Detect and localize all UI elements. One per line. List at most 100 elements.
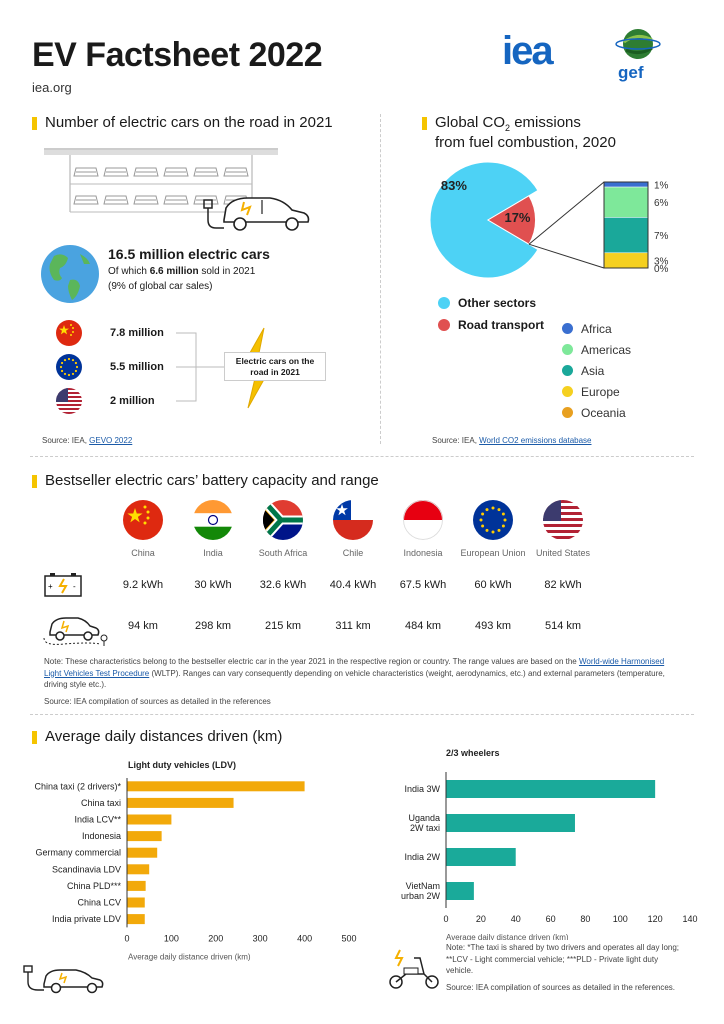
pie-slice <box>429 161 539 279</box>
co2-database-link[interactable]: World CO2 emissions database <box>479 436 592 445</box>
parked-car-icon <box>73 167 99 177</box>
parked-car-icon <box>133 195 159 205</box>
stacked-segment-label: 6% <box>654 198 669 209</box>
country-value: 2 million <box>110 395 155 407</box>
section-distance-heading: Average daily distances driven (km) <box>32 728 282 745</box>
stacked-segment <box>603 181 649 188</box>
battery-country-flags: China India South Africa Chile Indonesia… <box>108 500 598 558</box>
ev-total: 16.5 million electric cars <box>108 246 270 262</box>
co2-pie-chart: 83% 17% 1% 6% 7% 3% 0% <box>420 156 680 295</box>
parked-car-icon <box>103 195 129 205</box>
range-value: 215 km <box>264 620 302 632</box>
ev-car-icon <box>200 188 312 239</box>
eu-star <box>501 512 505 516</box>
country-south-africa: South Africa <box>248 500 318 558</box>
bar <box>127 914 145 925</box>
page-title: EV Factsheet 2022 <box>32 36 323 74</box>
category-label: India private LDV <box>52 914 121 924</box>
india-flag <box>193 500 233 540</box>
country-european-union: European Union <box>458 500 528 558</box>
scooter-icon <box>384 948 444 997</box>
bar <box>446 848 516 866</box>
x-axis-label: Average daily distance driven (km) <box>446 933 569 940</box>
pie-legend: Other sectors Road transport <box>438 296 544 332</box>
battery-value: 67.5 kWh <box>399 579 447 591</box>
bar <box>127 880 146 891</box>
country-china: China <box>108 500 178 558</box>
bar <box>127 864 150 875</box>
category-label: China LCV <box>77 898 121 908</box>
stacked-segment <box>603 252 649 269</box>
battery-value: 82 kWh <box>544 579 582 591</box>
wheelers-bar-chart: 2/3 wheelers India 3W Uganda 2W taxi India 2… <box>380 740 710 945</box>
battery-value: 30 kWh <box>194 579 232 591</box>
parking-illustration <box>44 148 314 243</box>
s4-source: Source: IEA compilation of sources as de… <box>446 983 676 992</box>
x-tick-label: 200 <box>208 933 223 943</box>
category-label: Indonesia <box>82 831 121 841</box>
stacked-segment-label: 0% <box>654 264 669 275</box>
s3-source: Source: IEA compilation of sources as de… <box>44 697 271 706</box>
section-divider <box>30 456 694 457</box>
pie-slice-label: 17% <box>504 210 530 225</box>
eu-star <box>491 506 495 510</box>
x-tick-label: 120 <box>648 914 663 924</box>
category-label: India 2W <box>404 852 440 862</box>
eu-star <box>59 365 63 369</box>
eu-star <box>71 372 75 376</box>
country-value: 5.5 million <box>110 361 164 373</box>
eu-star <box>67 373 71 377</box>
svg-text:+: + <box>48 582 53 591</box>
parked-car-icon <box>193 195 219 205</box>
legend-swatch <box>562 344 573 355</box>
country-indonesia: Indonesia <box>388 500 458 558</box>
bar <box>446 814 575 832</box>
svg-text:gef: gef <box>618 63 644 82</box>
svg-text:-: - <box>73 582 76 591</box>
category-label: 2W taxi <box>410 823 440 833</box>
country-ev-stock-list: 7.8 million 5.5 million 2 million <box>56 320 164 414</box>
indonesia-flag <box>403 500 443 540</box>
legend-swatch <box>562 386 573 397</box>
x-tick-label: 60 <box>546 914 556 924</box>
battery-value: 60 kWh <box>474 579 512 591</box>
wltp-link[interactable]: World-wide Harmonised Light Vehicles Tes… <box>44 657 665 678</box>
chart-title: Light duty vehicles (LDV) <box>128 760 236 770</box>
section-co2-heading: Global CO2 emissions from fuel combustion… <box>422 114 616 153</box>
eu-star <box>491 530 495 534</box>
eu-star <box>485 508 489 512</box>
parked-car-icon <box>163 195 189 205</box>
ev-sold: Of which 6.6 million sold in 2021 <box>108 266 256 277</box>
connector-line <box>528 181 605 245</box>
eu-star <box>63 372 67 376</box>
x-tick-label: 80 <box>580 914 590 924</box>
gef-logo: gef <box>612 24 664 87</box>
eu-star <box>60 361 64 365</box>
category-label: urban 2W <box>401 891 441 901</box>
stacked-segment <box>603 186 649 218</box>
eu-star <box>60 369 64 373</box>
ldv-bar-chart: Light duty vehicles (LDV) China taxi (2 d… <box>0 750 370 985</box>
eu-star <box>481 512 485 516</box>
legend-item: Oceania <box>562 402 631 423</box>
range-value: 484 km <box>404 620 442 632</box>
range-value: 514 km <box>544 620 582 632</box>
category-label: VietNam <box>406 881 440 891</box>
legend-swatch <box>438 319 450 331</box>
site-url: iea.org <box>32 80 72 95</box>
ev-stock-callout: Electric cars on the road in 2021 <box>224 352 326 382</box>
eu-star <box>74 369 78 373</box>
range-row: 94 km 298 km 215 km 311 km 484 km 493 km… <box>108 620 598 632</box>
battery-icon: + - <box>44 572 84 603</box>
eu-star <box>479 518 483 522</box>
china-flag <box>123 500 163 540</box>
eu-star <box>485 528 489 532</box>
gevo-link[interactable]: GEVO 2022 <box>89 436 133 445</box>
x-tick-label: 40 <box>511 914 521 924</box>
parked-car-icon <box>133 167 159 177</box>
parked-car-icon <box>193 167 219 177</box>
category-label: Uganda <box>408 813 440 823</box>
x-tick-label: 100 <box>164 933 179 943</box>
category-label: Scandinavia LDV <box>52 864 121 874</box>
s3-note: Note: These characteristics belong to th… <box>44 657 665 690</box>
